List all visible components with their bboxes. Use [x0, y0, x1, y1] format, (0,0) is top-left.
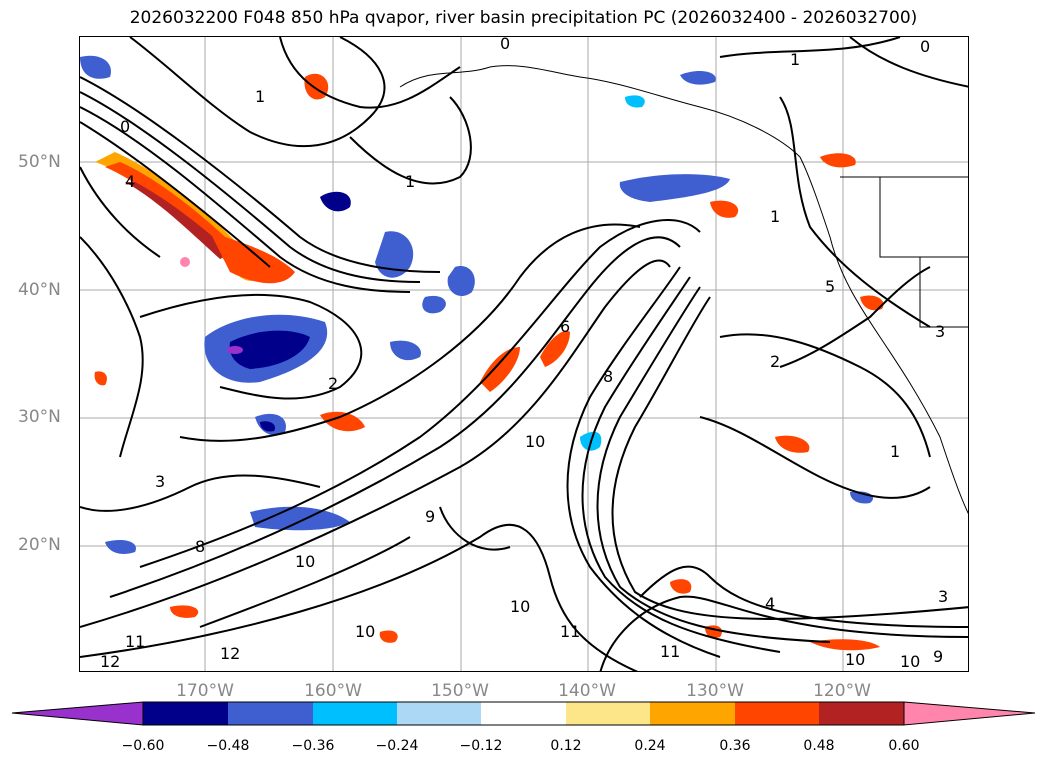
svg-text:1: 1 [770, 207, 780, 226]
lon-label-140w: 140°W [558, 681, 616, 701]
svg-text:0: 0 [920, 37, 930, 56]
svg-text:4: 4 [765, 594, 775, 613]
lon-label-160w: 160°W [304, 681, 362, 701]
coastlines [399, 65, 968, 514]
svg-text:5: 5 [825, 277, 835, 296]
colorbar-segment [735, 702, 819, 725]
svg-text:1: 1 [790, 50, 800, 69]
colorbar-tick: 0.48 [803, 738, 835, 754]
colorbar-segment [143, 702, 228, 725]
lon-label-170w: 170°W [176, 681, 234, 701]
colorbar-extend-high [903, 701, 1036, 726]
lat-label-30n: 30°N [18, 407, 61, 427]
svg-text:4: 4 [125, 172, 135, 191]
lat-label-40n: 40°N [18, 280, 61, 300]
contour-labels: 0 1 1 0 1 0 1 4 2 6 10 8 3 9 10 8 10 11 … [100, 37, 948, 671]
svg-text:9: 9 [425, 507, 435, 526]
svg-text:0: 0 [120, 117, 130, 136]
svg-text:12: 12 [220, 644, 240, 663]
svg-text:1: 1 [255, 87, 265, 106]
svg-text:2: 2 [770, 352, 780, 371]
precip-shading [80, 55, 884, 651]
svg-text:10: 10 [525, 432, 545, 451]
colorbar-tick: 0.12 [550, 738, 582, 754]
colorbar-segment [819, 702, 904, 725]
svg-text:10: 10 [900, 652, 920, 671]
lat-label-50n: 50°N [18, 152, 61, 172]
colorbar [11, 701, 1036, 726]
svg-text:10: 10 [295, 552, 315, 571]
svg-text:3: 3 [938, 587, 948, 606]
map-title: 2026032200 F048 850 hPa qvapor, river ba… [129, 8, 918, 28]
svg-text:1: 1 [405, 172, 415, 191]
colorbar-tick: 0.60 [888, 738, 920, 754]
colorbar-segment [650, 702, 735, 725]
colorbar-tick: −0.48 [206, 738, 250, 754]
svg-text:11: 11 [660, 642, 680, 661]
colorbar-segment [481, 702, 566, 725]
svg-text:2: 2 [328, 374, 338, 393]
svg-text:9: 9 [933, 647, 943, 666]
qvapor-contours [80, 37, 968, 671]
svg-text:0: 0 [500, 37, 510, 53]
map-canvas: 0 1 1 0 1 0 1 4 2 6 10 8 3 9 10 8 10 11 … [80, 37, 968, 671]
svg-text:6: 6 [560, 317, 570, 336]
svg-text:10: 10 [510, 597, 530, 616]
lon-label-150w: 150°W [431, 681, 489, 701]
svg-text:3: 3 [155, 472, 165, 491]
svg-text:10: 10 [845, 650, 865, 669]
colorbar-tick: 0.36 [719, 738, 751, 754]
graticule [80, 37, 968, 671]
lon-label-130w: 130°W [686, 681, 744, 701]
colorbar-segment [228, 702, 313, 725]
svg-text:1: 1 [890, 442, 900, 461]
svg-text:10: 10 [355, 622, 375, 641]
lon-label-120w: 120°W [813, 681, 871, 701]
colorbar-extend-low [11, 701, 144, 726]
colorbar-tick: 0.24 [634, 738, 666, 754]
colorbar-tick: −0.24 [375, 738, 419, 754]
lat-label-20n: 20°N [18, 535, 61, 555]
svg-text:11: 11 [560, 622, 580, 641]
svg-text:3: 3 [935, 322, 945, 341]
svg-text:12: 12 [100, 652, 120, 671]
map-panel: 0 1 1 0 1 0 1 4 2 6 10 8 3 9 10 8 10 11 … [79, 36, 969, 672]
svg-text:8: 8 [195, 537, 205, 556]
colorbar-segment [397, 702, 481, 725]
svg-text:8: 8 [603, 367, 613, 386]
colorbar-segment [566, 702, 650, 725]
colorbar-tick: −0.60 [121, 738, 165, 754]
colorbar-segment [313, 702, 397, 725]
svg-text:11: 11 [125, 632, 145, 651]
colorbar-tick: −0.36 [291, 738, 335, 754]
colorbar-tick: −0.12 [459, 738, 503, 754]
